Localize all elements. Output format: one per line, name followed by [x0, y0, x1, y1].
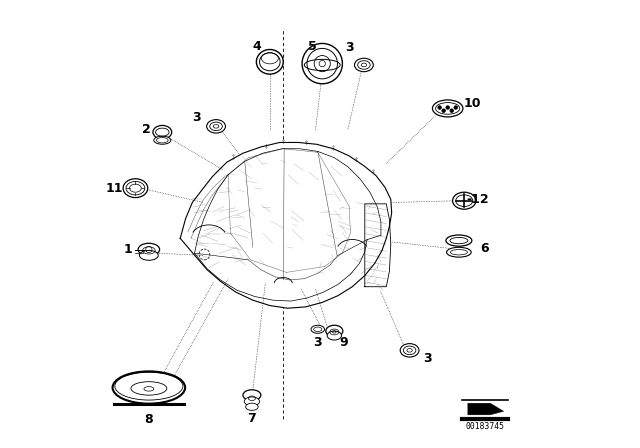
Text: 7: 7: [248, 412, 256, 426]
Text: 11: 11: [105, 181, 123, 195]
Circle shape: [438, 106, 442, 109]
Text: 3: 3: [345, 40, 353, 54]
Ellipse shape: [355, 58, 373, 72]
Text: 3: 3: [423, 352, 432, 365]
Text: 6: 6: [481, 242, 489, 255]
Ellipse shape: [113, 371, 185, 404]
Text: 3: 3: [313, 336, 322, 349]
Ellipse shape: [140, 250, 158, 260]
Text: -12: -12: [467, 193, 489, 206]
Ellipse shape: [207, 120, 225, 133]
Text: 10: 10: [463, 97, 481, 111]
Ellipse shape: [243, 390, 261, 401]
Ellipse shape: [446, 235, 472, 246]
Text: 5: 5: [308, 40, 316, 53]
Ellipse shape: [257, 49, 284, 74]
Text: 1: 1: [124, 243, 132, 256]
Ellipse shape: [138, 243, 159, 256]
Ellipse shape: [311, 325, 324, 333]
Text: 2: 2: [142, 122, 150, 136]
Text: 8: 8: [145, 413, 153, 426]
Circle shape: [446, 106, 449, 109]
Ellipse shape: [154, 136, 171, 144]
Ellipse shape: [447, 247, 471, 257]
Text: 9: 9: [339, 336, 348, 349]
Circle shape: [442, 109, 445, 112]
Text: 00183745: 00183745: [466, 422, 505, 431]
Ellipse shape: [327, 331, 342, 340]
Text: 4: 4: [252, 40, 260, 53]
Circle shape: [302, 43, 342, 84]
Polygon shape: [468, 403, 504, 415]
Ellipse shape: [153, 125, 172, 139]
Circle shape: [450, 109, 454, 112]
Ellipse shape: [326, 325, 343, 337]
Ellipse shape: [123, 179, 148, 198]
Ellipse shape: [452, 192, 476, 209]
Ellipse shape: [305, 60, 340, 71]
Ellipse shape: [244, 397, 260, 406]
Text: 3: 3: [193, 111, 201, 124]
Ellipse shape: [246, 403, 258, 410]
Ellipse shape: [433, 100, 463, 117]
Circle shape: [454, 106, 458, 109]
Polygon shape: [180, 142, 392, 308]
Ellipse shape: [400, 344, 419, 357]
